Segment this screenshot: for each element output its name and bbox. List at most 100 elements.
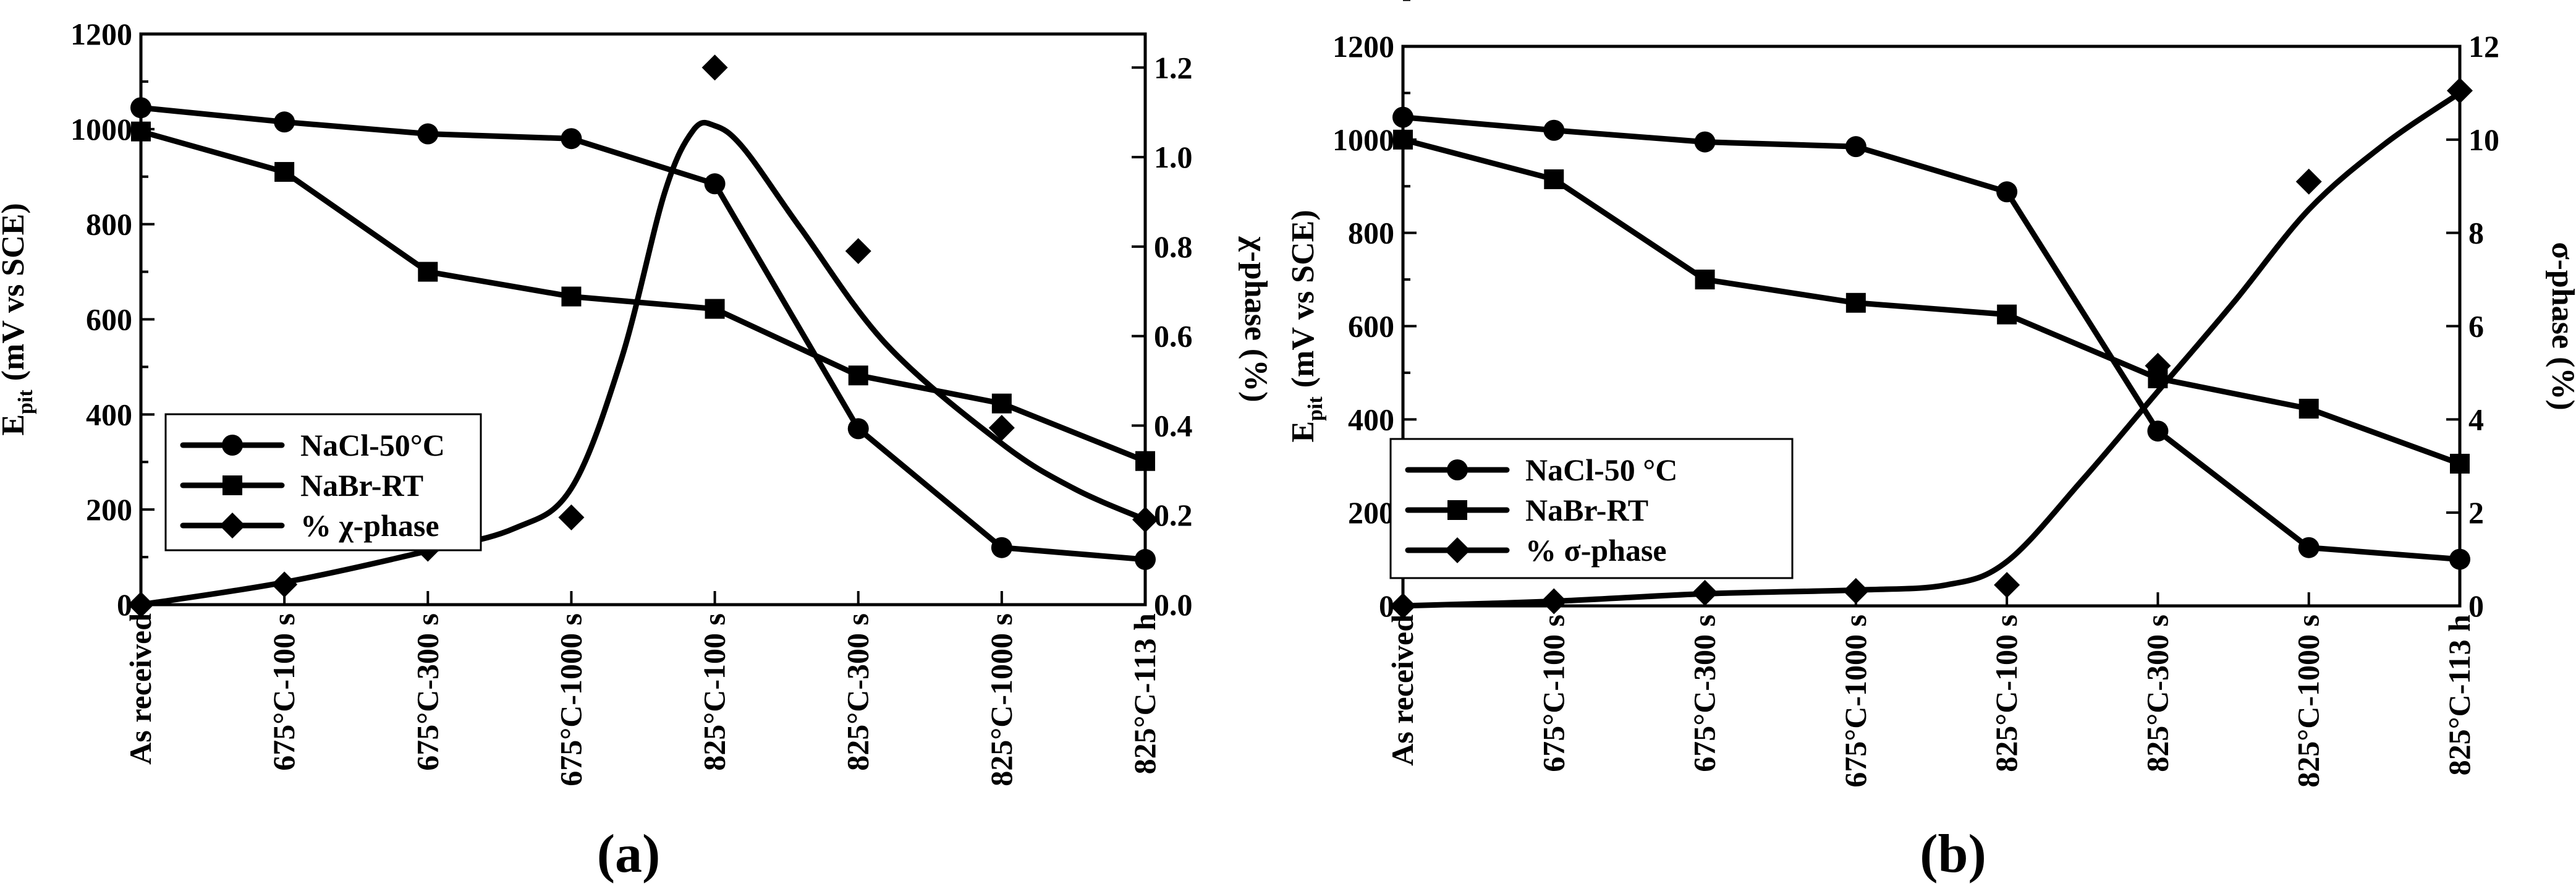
legend-entry: NaBr-RT xyxy=(300,468,423,503)
data-point-square xyxy=(991,393,1012,414)
y2-tick-label: 8 xyxy=(2468,216,2484,250)
data-point-square xyxy=(2450,453,2470,474)
data-point-square xyxy=(1135,451,1155,471)
x-tick-label: 825°C-113 h xyxy=(2442,615,2476,775)
data-point-circle xyxy=(1845,136,1866,158)
legend-entry: NaBr-RT xyxy=(1525,493,1648,527)
x-tick-label: 825°C-100 s xyxy=(1989,615,2023,772)
data-point-circle xyxy=(1694,131,1716,153)
y2-tick-label: 0.4 xyxy=(1154,408,1193,443)
x-tick-label: As received xyxy=(1385,615,1420,766)
data-point-diamond xyxy=(2295,168,2322,195)
data-point-square xyxy=(1695,270,1715,290)
x-tick-label: 675°C-100 s xyxy=(1536,615,1570,772)
y-axis-label-rest: (mV vs SCE) xyxy=(0,203,31,381)
y-axis-label-sub: pit xyxy=(14,390,37,414)
panel-label: (b) xyxy=(1920,824,1986,884)
data-point-diamond xyxy=(1994,572,2020,598)
x-tick-label: 825°C-300 s xyxy=(841,613,875,771)
y2-tick-label: 12 xyxy=(2468,29,2499,64)
y-tick-label: 1200 xyxy=(1332,29,1394,64)
data-point-diamond xyxy=(271,571,298,598)
y2-tick-label: 6 xyxy=(2468,309,2484,344)
x-tick-label: 675°C-1000 s xyxy=(553,613,588,786)
y-tick-label: 800 xyxy=(86,207,132,242)
y2-tick-label: 4 xyxy=(2468,402,2484,436)
data-point-diamond xyxy=(2145,352,2171,379)
y-axis-label-main: E xyxy=(0,414,31,436)
data-point-diamond xyxy=(1692,579,1718,606)
legend-marker-square xyxy=(222,475,242,495)
data-point-diamond xyxy=(128,592,154,618)
y-tick-label: 200 xyxy=(86,492,132,527)
data-point-diamond xyxy=(2447,77,2473,104)
data-point-square xyxy=(131,121,151,142)
data-point-square xyxy=(2298,398,2319,419)
data-point-circle xyxy=(274,111,295,133)
legend-marker-square xyxy=(1447,500,1467,520)
data-point-square xyxy=(1544,169,1564,189)
x-tick-label: 825°C-100 s xyxy=(697,613,732,771)
x-tick-label: 825°C-1000 s xyxy=(2291,615,2326,788)
x-tick-label: 675°C-100 s xyxy=(266,613,301,771)
data-point-square xyxy=(418,262,438,282)
data-point-circle xyxy=(1135,548,1156,570)
y-tick-label: 600 xyxy=(86,302,132,337)
x-tick-label: 825°C-300 s xyxy=(2140,615,2174,772)
legend: NaCl-50 °C NaBr-RT % σ-phase xyxy=(1389,438,1794,579)
y-tick-label: 400 xyxy=(1348,402,1394,436)
x-tick-label: 675°C-300 s xyxy=(1687,615,1722,772)
y-tick-label: 1000 xyxy=(70,112,132,147)
data-point-circle xyxy=(1543,119,1565,141)
data-point-circle xyxy=(1392,106,1413,128)
y2-tick-label: 0.2 xyxy=(1154,498,1193,532)
y2-tick-label: 0 xyxy=(2468,589,2484,623)
data-point-diamond xyxy=(558,504,585,530)
chart-panel-a: 0200400600800100012000.00.20.40.60.81.01… xyxy=(0,17,1273,884)
legend-entry: % χ-phase xyxy=(300,508,439,543)
y-tick-label: 1200 xyxy=(70,17,132,51)
series-line xyxy=(138,104,1148,563)
y2-tick-label: 0.6 xyxy=(1154,319,1193,354)
y-tick-label: 400 xyxy=(86,397,132,432)
legend-marker-circle xyxy=(1447,459,1468,480)
data-point-diamond xyxy=(845,238,871,265)
x-tick-label: 675°C-1000 s xyxy=(1838,615,1873,788)
data-point-circle xyxy=(2147,420,2169,442)
data-point-diamond xyxy=(701,54,728,81)
x-tick-label: 825°C-113 h xyxy=(1127,613,1162,774)
legend-entry: % σ-phase xyxy=(1525,533,1667,568)
y-tick-label: 1000 xyxy=(1332,122,1394,157)
series-line xyxy=(1400,114,2463,563)
data-point-circle xyxy=(2298,537,2320,558)
phase-fit-curve xyxy=(1400,90,2463,609)
data-point-square xyxy=(705,299,725,319)
x-tick-label: As received xyxy=(123,613,158,765)
data-point-diamond xyxy=(988,415,1015,441)
series-line xyxy=(1400,137,2463,467)
legend-entry: NaCl-50°C xyxy=(300,428,445,462)
y-axis-label: Epit (mV vs SCE) xyxy=(1286,210,1327,442)
data-point-square xyxy=(848,365,868,386)
legend-marker-diamond xyxy=(1444,537,1470,563)
y2-axis-label: χ-phase (%) xyxy=(1238,236,1273,402)
y-tick-label: 600 xyxy=(1348,309,1394,344)
y-axis-label-sub: pit xyxy=(1304,396,1327,421)
data-point-square xyxy=(274,162,295,182)
y2-tick-label: 1.2 xyxy=(1154,50,1193,85)
data-point-diamond xyxy=(1132,506,1158,533)
panel-label: (a) xyxy=(597,824,661,884)
data-point-square xyxy=(1393,129,1413,150)
data-point-square xyxy=(1845,292,1866,313)
series-line xyxy=(138,129,1148,464)
y2-tick-label: 0.8 xyxy=(1154,229,1193,264)
y-axis-label: Epit (mV vs SCE) xyxy=(0,203,37,435)
data-point-diamond xyxy=(1541,588,1567,615)
data-point-circle xyxy=(704,173,726,195)
y2-tick-label: 2 xyxy=(2468,495,2484,530)
y2-axis-label: σ-phase (%) xyxy=(2545,242,2576,410)
legend-marker-circle xyxy=(222,435,243,456)
legend-marker-diamond xyxy=(219,513,245,539)
y-axis-label-main: E xyxy=(1286,421,1321,443)
data-point-circle xyxy=(417,123,439,145)
